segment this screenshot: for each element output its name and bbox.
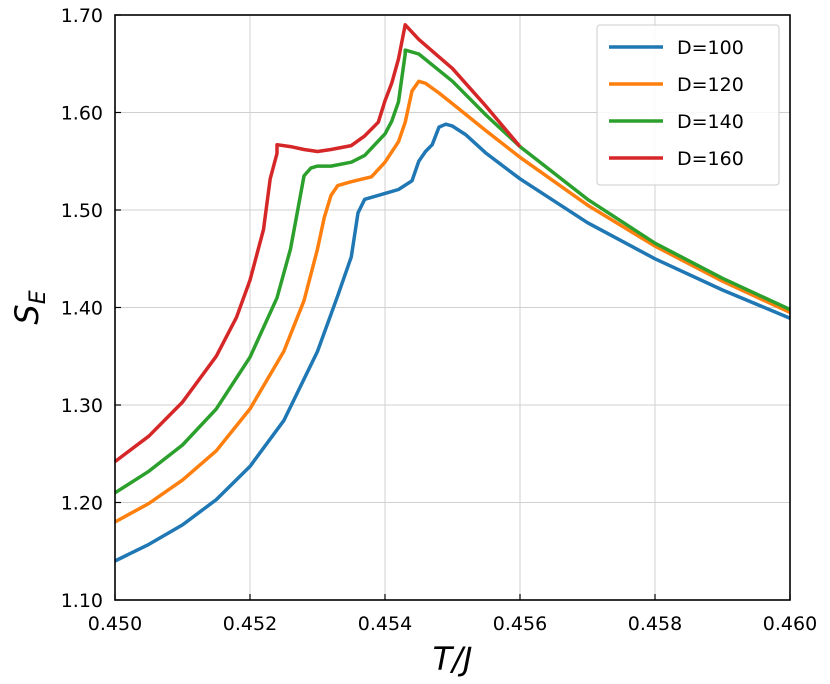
ticks: 0.450 0.452 0.454 0.456 0.458 0.460 1.10 1.20 1.… [61,5,818,635]
legend-label: D=120 [677,74,744,96]
x-tick-label: 0.456 [493,613,547,635]
x-tick-label: 0.452 [223,613,277,635]
y-tick-label: 1.40 [61,298,103,320]
y-tick-label: 1.60 [61,103,103,125]
y-tick-label: 1.50 [61,200,103,222]
y-axis-title-main: S [8,304,46,324]
y-tick-label: 1.20 [61,493,103,515]
series-line-d-120 [114,79,791,524]
series-line-d-100 [114,122,791,563]
series-line-d-140 [114,48,791,495]
legend-box [596,24,780,186]
legend: D=100 D=120 D=140 D=160 [596,24,780,186]
x-axis-title: T/J [433,640,473,678]
legend-label: D=140 [677,111,744,133]
legend-label: D=100 [677,37,744,59]
y-tick-label: 1.10 [61,590,103,612]
y-axis-title: SE [8,290,51,324]
x-tick-label: 0.450 [88,613,142,635]
y-tick-label: 1.70 [61,5,103,27]
x-tick-label: 0.454 [358,613,412,635]
x-tick-label: 0.460 [763,613,817,635]
x-tick-label: 0.458 [628,613,682,635]
series-layer [113,23,791,563]
series-line-d-160 [113,23,522,463]
y-axis-title-sub: E [26,290,51,304]
y-tick-label: 1.30 [61,395,103,417]
legend-label: D=160 [677,148,744,170]
